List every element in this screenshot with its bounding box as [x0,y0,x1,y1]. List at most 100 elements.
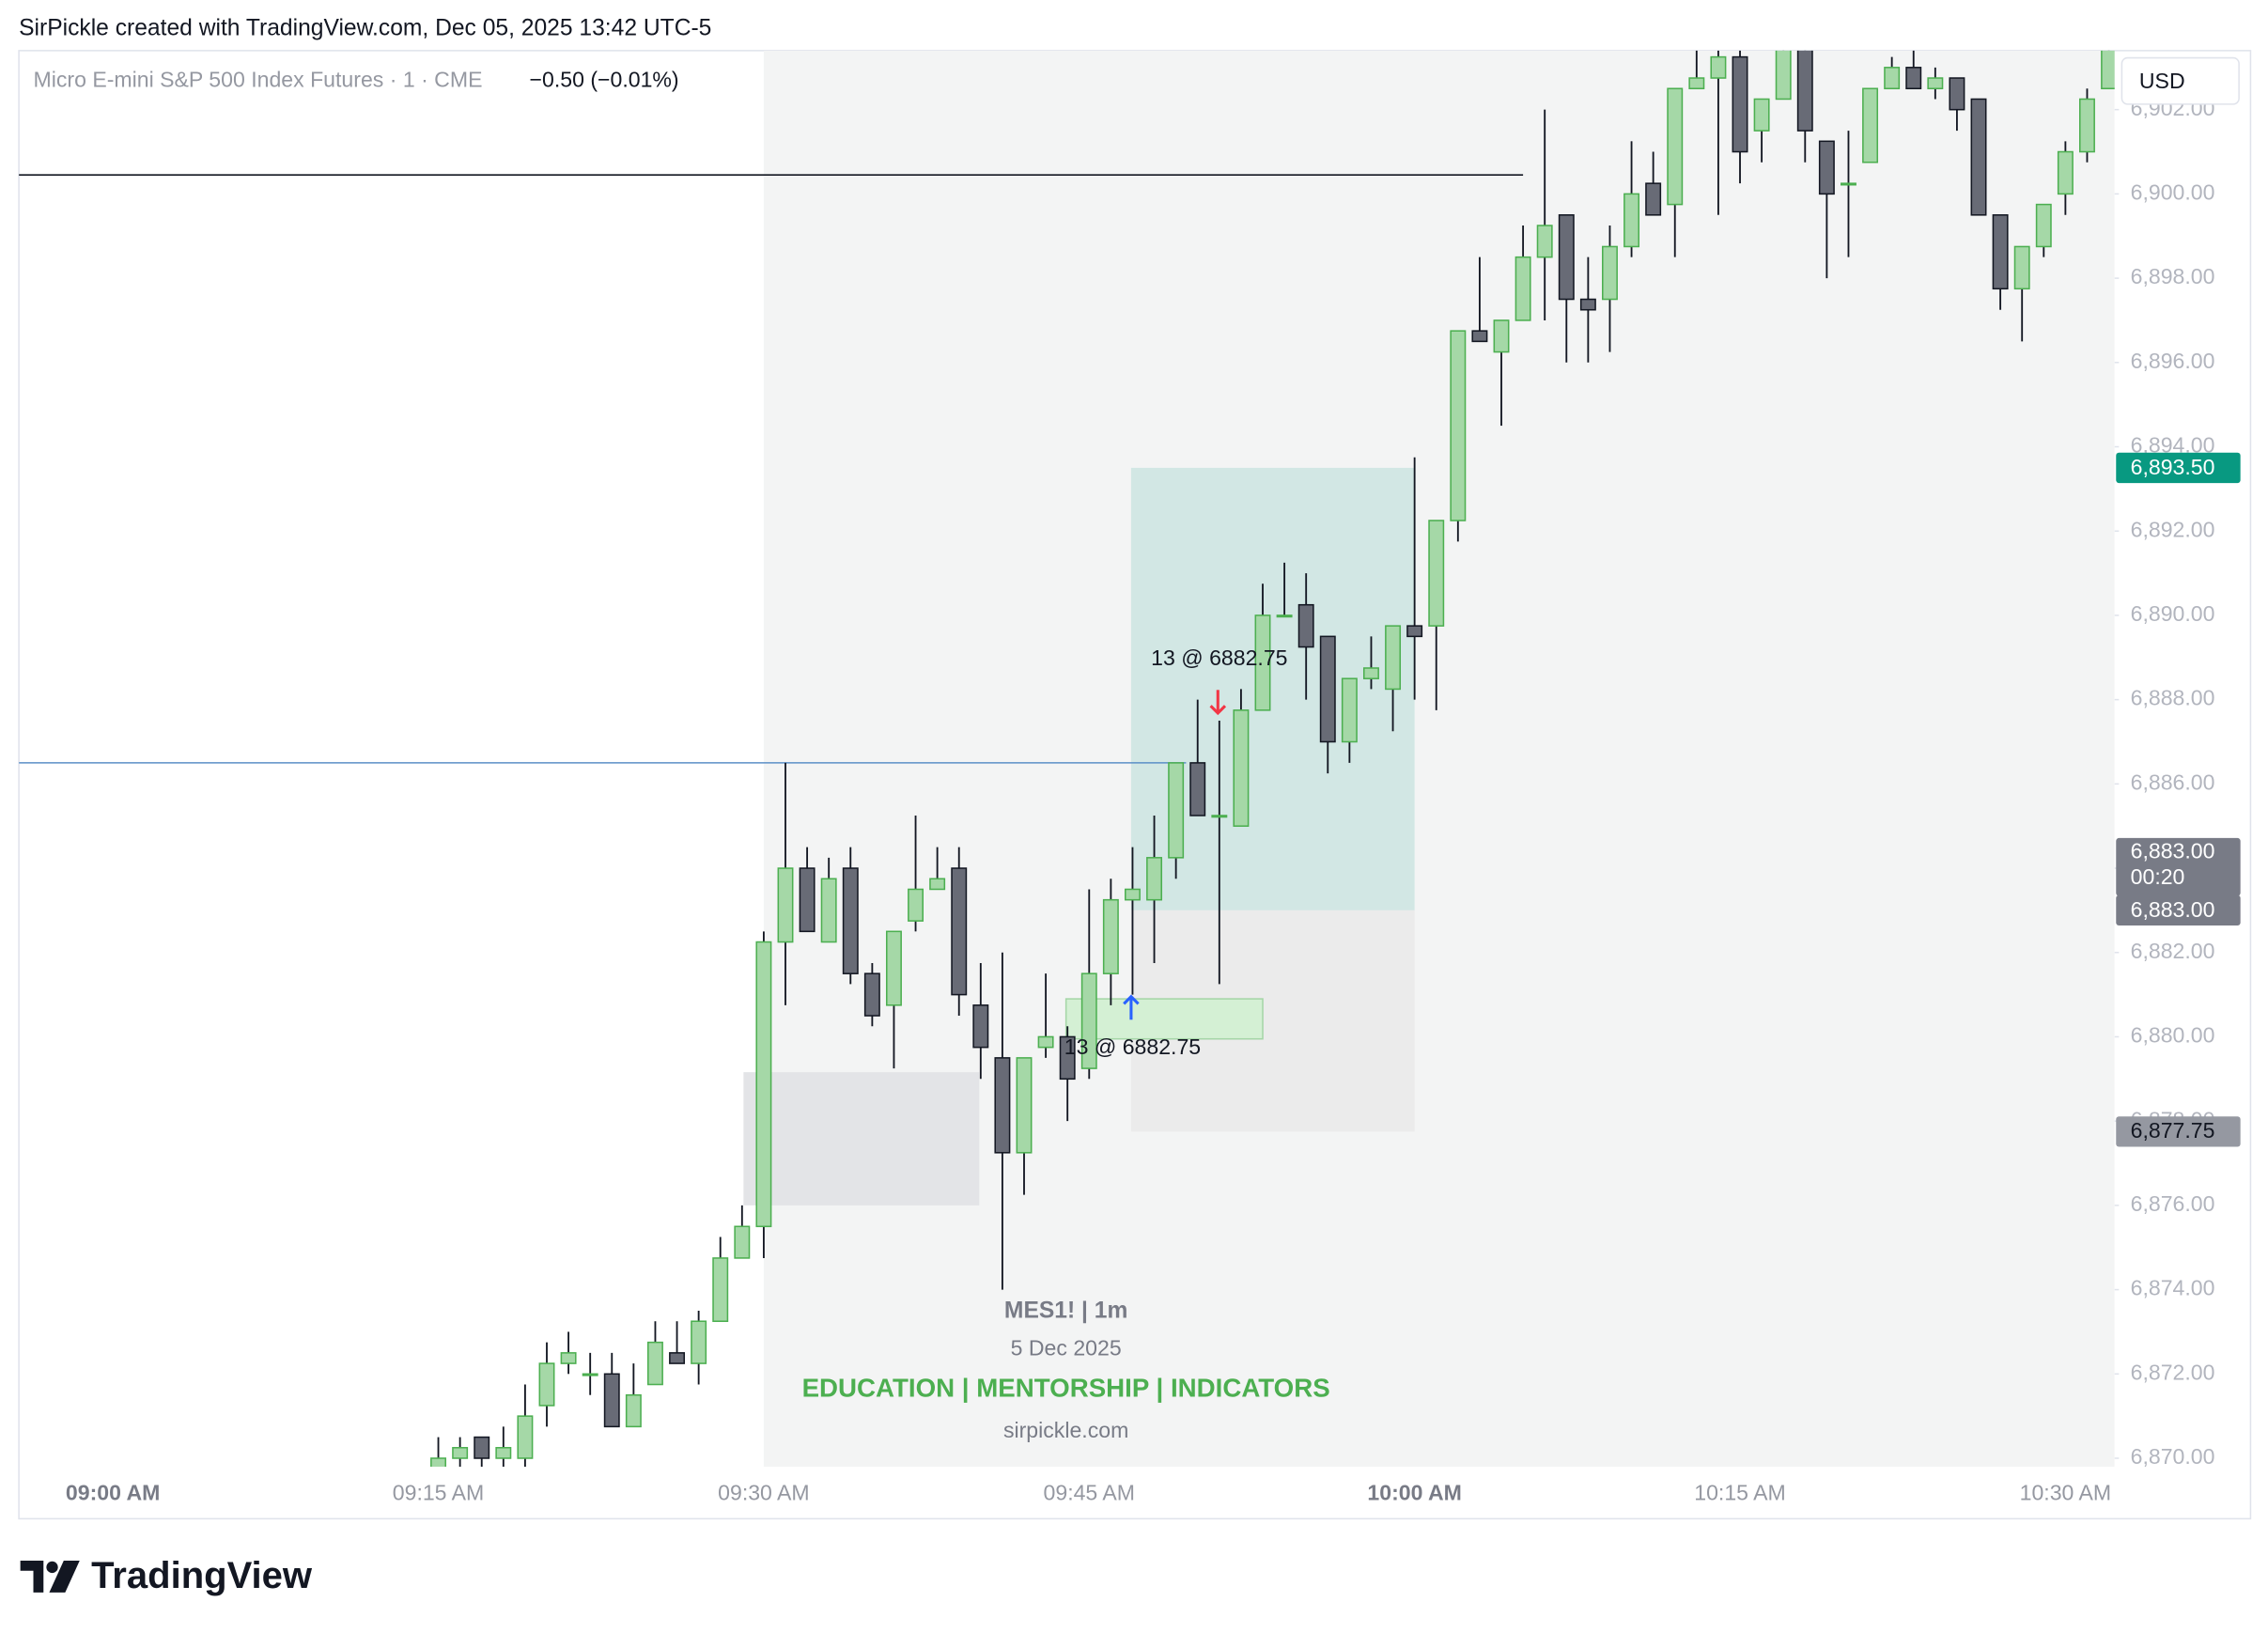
candle-body [538,1362,555,1407]
candle [1796,50,1813,163]
candle [1818,140,1835,279]
currency[interactable]: USD [2139,69,2185,93]
candle-body [1189,762,1206,816]
x-tick-label: 09:30 AM [718,1480,810,1504]
candle [842,847,859,985]
candle-body [1406,625,1423,638]
watermark-symbol: MES1! | 1m [1004,1299,1127,1324]
y-tick-label: 6,900.00 [2131,179,2215,204]
candle [1362,636,1379,690]
zone [1064,998,1264,1040]
candle [799,847,816,933]
y-tick-label: 6,872.00 [2131,1360,2215,1384]
zone [743,1072,980,1205]
candle [1168,762,1185,879]
candle-body [1146,857,1163,901]
candle-body [863,972,880,1017]
candle-body [1688,77,1705,90]
candle [560,1331,577,1375]
watermark-tagline: EDUCATION | MENTORSHIP | INDICATORS [802,1374,1330,1403]
candle-body [951,867,968,996]
candle-body [1970,98,1987,216]
candle [1059,1026,1076,1122]
candle-body [712,1257,729,1322]
plot-area: 13 @ 6882.75 13 @ 6882.75 [19,50,2115,1467]
price-label-box [2116,1116,2241,1147]
candle-body [1341,677,1358,743]
y-tick-label: 6,892.00 [2131,517,2215,541]
candle [474,1436,490,1467]
candle-body [1732,55,1748,153]
candle [1385,625,1402,732]
price-label: 6,883.00 [2131,897,2215,922]
candle [1645,151,1662,216]
candle-body [517,1415,534,1459]
price-label: 6,877.75 [2131,1118,2215,1143]
candle [2035,203,2052,257]
candle-body [1059,1035,1076,1081]
candle-body [1818,140,1835,195]
execution: 13 @ 6882.75 [1151,645,1287,716]
candle [452,1437,469,1467]
candle [972,962,989,1080]
candle-body [1536,225,1553,258]
execution-arrow-head [1123,994,1140,1005]
candle-body [777,867,794,943]
candle-body [1428,520,1445,627]
candle-body [842,867,859,974]
candle-body [799,867,816,933]
candle-body [1450,330,1467,521]
candle [1016,1057,1033,1195]
candle-body [1623,193,1640,248]
candle [1080,889,1097,1080]
candle-body [734,1225,751,1259]
candle-body [1080,972,1097,1069]
candle-body [1558,214,1575,301]
time-axis: 09:00 AM 09:15 AM 09:30 AM 09:45 AM 10:00 AM… [66,1480,2111,1504]
execution-arrow-head [1209,705,1227,716]
candle-body [1102,898,1119,974]
y-tick-label: 6,898.00 [2131,264,2215,288]
candle [1536,109,1553,320]
candle-body [646,1341,663,1386]
candle [1450,330,1467,542]
candle [1319,635,1336,774]
candle [1276,562,1293,618]
candle-body [1276,614,1293,618]
candle-body [2013,245,2030,290]
candle-body [1841,182,1856,186]
candle [430,1437,447,1467]
candle [1515,226,1531,321]
currency-box[interactable] [2120,56,2240,105]
candle-body [582,1373,598,1376]
candle-body [1862,87,1879,163]
candle [908,815,924,932]
candle-body [1884,67,1901,90]
candle [1102,879,1119,1005]
price-label: 6,893.50 [2131,455,2215,479]
candle-body [1016,1057,1033,1154]
y-tick-label: 6,890.00 [2131,601,2215,626]
candle [1688,50,1705,90]
candle [2101,50,2115,90]
tradingview-logo[interactable]: TradingView [20,1555,313,1596]
candle [994,952,1011,1290]
watermark-site: sirpickle.com [1003,1418,1128,1442]
candle [1841,131,1856,257]
candle-body [1037,1035,1054,1049]
candle [1710,50,1727,215]
candle [1970,98,1987,216]
session-background [763,50,2115,1467]
candle-body [1645,182,1662,216]
candle-body [452,1447,469,1459]
candle-body [1949,77,1965,111]
execution: 13 @ 6882.75 [1064,994,1201,1059]
candle-body [1297,603,1314,648]
candle-body [972,1004,989,1049]
candle-body [495,1447,512,1459]
candle-body [603,1373,620,1428]
candle [1623,141,1640,257]
candle-body [885,930,902,1006]
candle [582,1352,598,1395]
candle [1211,721,1228,985]
